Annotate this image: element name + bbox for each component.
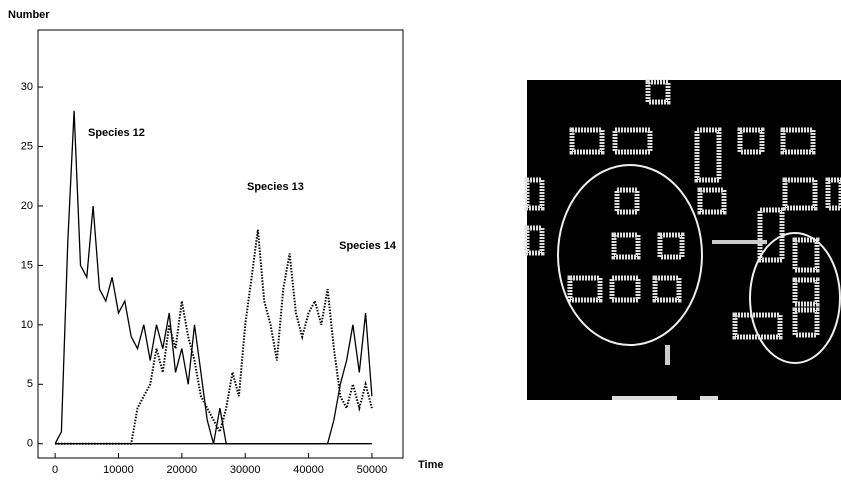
y-axis-label: Number xyxy=(8,9,50,21)
x-tick-label: 0 xyxy=(52,464,58,476)
x-tick-label: 30000 xyxy=(230,464,261,476)
y-tick-label: 15 xyxy=(21,259,33,271)
x-axis-label: Time xyxy=(418,459,443,471)
series-line xyxy=(55,229,373,445)
series-line xyxy=(54,110,372,445)
y-tick-label: 20 xyxy=(21,200,33,212)
y-tick-label: 0 xyxy=(27,438,33,450)
series-label: Species 14 xyxy=(339,240,396,252)
x-tick-label: 40000 xyxy=(293,464,324,476)
automaton-image xyxy=(524,79,841,400)
y-tick-label: 5 xyxy=(27,378,33,390)
series-label: Species 13 xyxy=(247,181,304,193)
x-tick-label: 50000 xyxy=(357,464,388,476)
x-tick-label: 20000 xyxy=(167,464,198,476)
y-tick-label: 10 xyxy=(21,319,33,331)
series-label: Species 12 xyxy=(88,127,145,139)
series-line xyxy=(55,312,373,445)
x-tick-label: 10000 xyxy=(103,464,134,476)
plot-frame xyxy=(37,29,404,459)
y-tick-label: 30 xyxy=(21,81,33,93)
y-tick-label: 25 xyxy=(21,140,33,152)
